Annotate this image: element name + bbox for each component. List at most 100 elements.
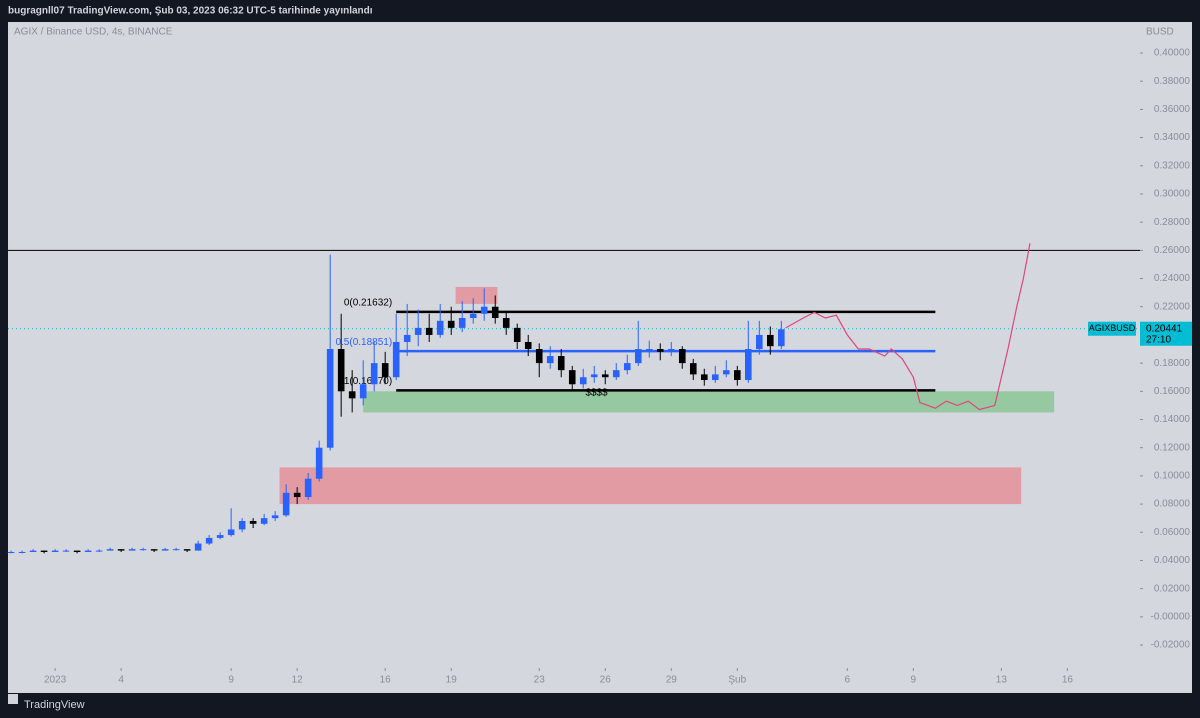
candle-body [546,356,554,364]
candle-body [436,320,444,335]
price-label: 0.20441 [1146,323,1183,334]
candle-body [7,551,15,553]
candle-body [271,515,279,519]
candle-body [678,349,686,364]
y-tick-label: 0.26000 [1154,245,1191,256]
candle-body [227,529,235,536]
candle-body [491,306,499,319]
candle-body [128,549,136,551]
candle-body [216,535,224,538]
x-tick-label: 6 [845,675,851,686]
x-tick-label: 19 [446,675,458,686]
countdown: 27:10 [1146,334,1171,345]
candle-body [425,327,433,335]
candle-body [568,370,576,385]
candle-body [513,327,521,342]
x-tick-label: 9 [228,675,234,686]
x-tick-label: 9 [911,675,917,686]
y-tick-label: -0.02000 [1151,640,1191,651]
axis-unit: BUSD [1146,27,1174,38]
candle-body [260,518,268,524]
candle-body [238,520,246,530]
x-tick-label: Şub [728,675,746,686]
candle-body [117,549,125,551]
y-tick-label: 0.02000 [1154,583,1191,594]
x-tick-label: 29 [666,675,678,686]
x-tick-label: 13 [996,675,1008,686]
y-tick-label: 0.34000 [1154,132,1191,143]
symbol-title: AGIX / Binance USD, 4s, BINANCE [14,27,173,38]
candle-body [84,550,92,552]
candle-body [755,334,763,350]
y-tick-label: 0.16000 [1154,386,1191,397]
candle-body [326,349,334,448]
y-tick-label: 0.14000 [1154,414,1191,425]
x-tick-label: 4 [118,675,124,686]
y-tick-label: 0.32000 [1154,160,1191,171]
candle-body [480,306,488,314]
candle-body [777,329,785,347]
candle-body [293,492,301,498]
symbol-label: AGIXBUSD [1089,323,1136,333]
candle-body [205,537,213,544]
header-bar [0,0,1200,22]
candle-body [744,349,752,381]
y-tick-label: 0.06000 [1154,527,1191,538]
candle-body [689,363,697,375]
y-tick-label: 0.22000 [1154,301,1191,312]
note: $$$$ [585,387,608,398]
x-tick-label: 2023 [44,675,67,686]
candle-body [315,447,323,479]
x-tick-label: 16 [1062,675,1074,686]
candle-body [656,349,664,352]
zone [279,467,1022,505]
y-tick-label: 0.04000 [1154,555,1191,566]
candle-body [73,550,81,552]
y-tick-label: 0.18000 [1154,358,1191,369]
candle-body [469,313,477,319]
candle-body [590,374,598,378]
y-tick-label: 0.28000 [1154,217,1191,228]
candle-body [502,318,510,328]
x-tick-label: 16 [380,675,392,686]
candle-body [458,318,466,328]
candle-body [535,349,543,364]
y-tick-label: 0.38000 [1154,76,1191,87]
candle-body [150,549,158,551]
y-tick-label: 0.24000 [1154,273,1191,284]
candle-body [601,374,609,378]
y-tick-label: 0.30000 [1154,189,1191,200]
zone [363,391,1055,413]
fib-label: 0(0.21632) [344,298,392,309]
time-axis [8,668,1192,693]
fib-label: 1(0.16070) [344,376,392,387]
x-tick-label: 12 [292,675,304,686]
candle-body [392,341,400,378]
symbol-badge [1088,321,1136,336]
price-badge [1140,321,1192,346]
candle-body [139,549,147,551]
candle-body [524,341,532,350]
candle-body [645,349,653,351]
candle-body [359,384,367,399]
brand: TradingView [24,699,85,711]
zone [455,286,498,304]
y-tick-label: 0.36000 [1154,104,1191,115]
candle-body [370,363,378,385]
y-tick-label: 0.12000 [1154,442,1191,453]
publisher: bugragnll07 TradingView.com, Şub 03, 202… [8,6,373,17]
candle-body [722,370,730,375]
candle-body [40,550,48,552]
candle-body [194,543,202,551]
candle-body [623,363,631,371]
candle-body [62,550,70,552]
projection [785,243,1031,411]
candle-body [447,320,455,328]
candle-body [106,549,114,551]
candle-body [337,349,345,392]
candle-body [172,549,180,551]
candle-body [579,377,587,385]
candle-body [634,349,642,364]
